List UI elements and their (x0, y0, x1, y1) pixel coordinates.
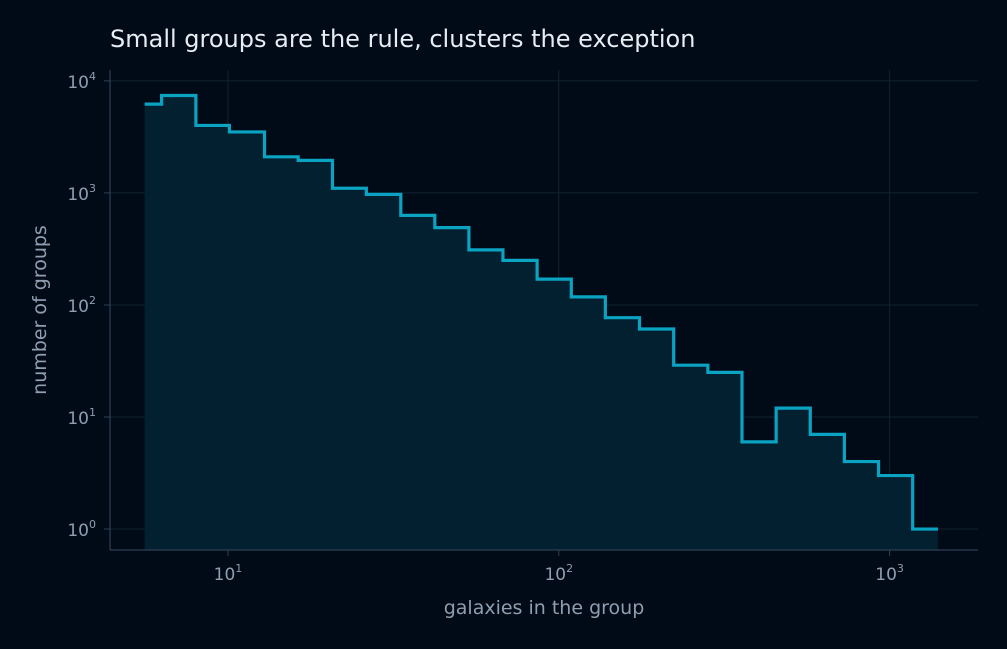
y-tick-label: 102 (67, 294, 96, 317)
chart-title: Small groups are the rule, clusters the … (110, 25, 695, 53)
y-tick-label: 104 (67, 70, 96, 93)
y-axis-label: number of groups (29, 225, 51, 395)
histogram-step-line (144, 93, 938, 531)
histogram-area-fill (144, 95, 938, 550)
tick-layer: 101 102 103 100 101 102 103 104 (67, 70, 904, 585)
y-tick-label: 103 (67, 182, 96, 205)
x-tick-label: 102 (544, 562, 573, 585)
y-tick-label: 100 (67, 518, 96, 541)
x-tick-label: 101 (214, 562, 243, 585)
x-tick-label: 103 (875, 562, 904, 585)
x-axis-label: galaxies in the group (444, 597, 645, 619)
y-tick-label: 101 (67, 406, 96, 429)
